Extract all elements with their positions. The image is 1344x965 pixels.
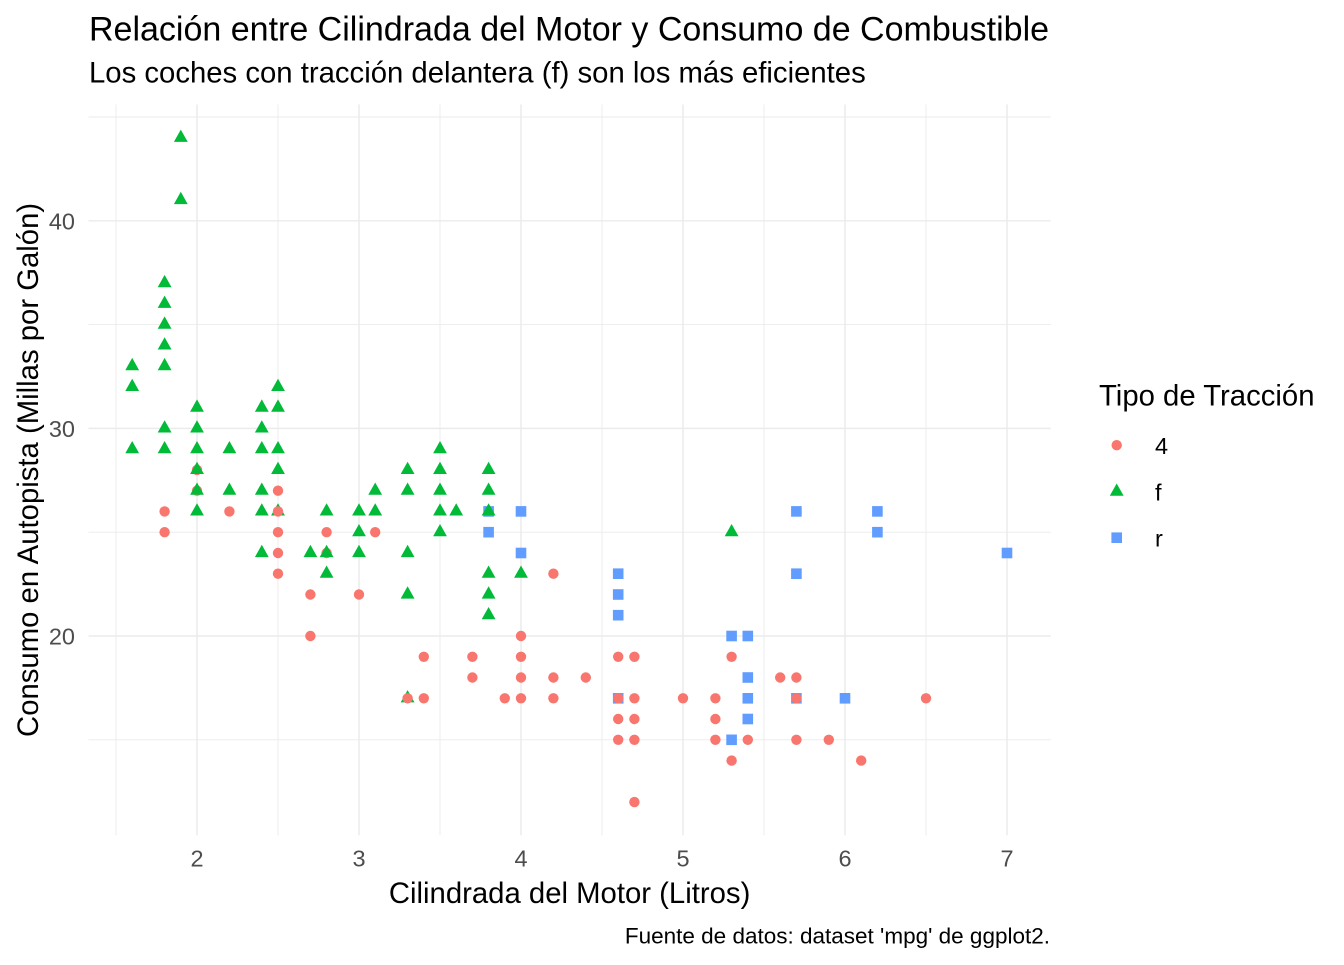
svg-text:5: 5 <box>676 846 689 872</box>
svg-text:Consumo en Autopista (Millas p: Consumo en Autopista (Millas por Galón) <box>12 203 45 737</box>
svg-text:Los coches con tracción delant: Los coches con tracción delantera (f) so… <box>89 57 866 90</box>
svg-text:Cilindrada del Motor (Litros): Cilindrada del Motor (Litros) <box>389 877 750 910</box>
svg-text:6: 6 <box>838 846 851 872</box>
svg-text:3: 3 <box>352 846 365 872</box>
svg-text:30: 30 <box>49 416 75 442</box>
svg-text:r: r <box>1155 525 1163 551</box>
svg-text:Tipo de Tracción: Tipo de Tracción <box>1099 380 1315 413</box>
svg-text:40: 40 <box>49 208 75 234</box>
svg-text:4: 4 <box>1155 433 1168 459</box>
svg-text:Relación entre Cilindrada del: Relación entre Cilindrada del Motor y Co… <box>89 11 1049 49</box>
svg-text:2: 2 <box>190 846 203 872</box>
svg-text:f: f <box>1155 479 1162 505</box>
svg-text:7: 7 <box>1000 846 1013 872</box>
svg-text:Fuente de datos: dataset 'mpg': Fuente de datos: dataset 'mpg' de ggplot… <box>625 924 1050 949</box>
svg-text:20: 20 <box>49 624 75 650</box>
svg-text:4: 4 <box>514 846 527 872</box>
